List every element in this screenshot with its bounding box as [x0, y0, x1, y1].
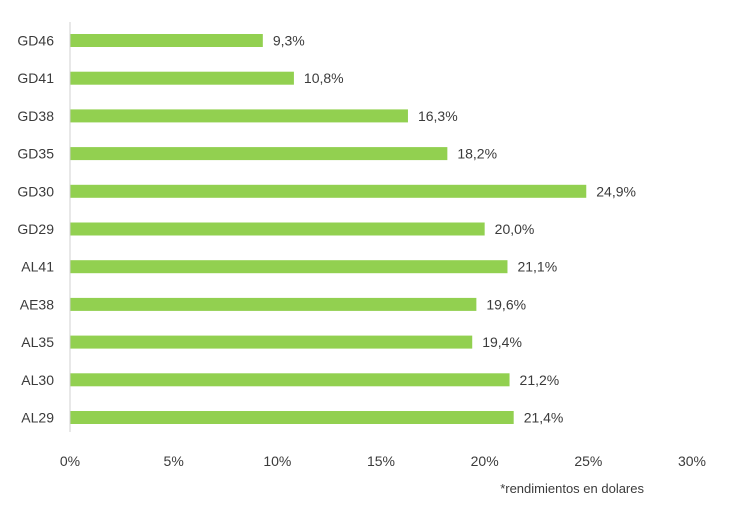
category-label-ae38: AE38	[20, 296, 54, 312]
bar-gd30	[70, 184, 587, 198]
footnote: *rendimientos en dolares	[500, 481, 644, 496]
data-label-gd35: 18,2%	[457, 146, 497, 162]
category-label-gd38: GD38	[17, 108, 54, 124]
x-tick-label-15: 15%	[367, 453, 395, 469]
bar-al41	[70, 260, 508, 274]
category-label-al29: AL29	[21, 410, 54, 426]
bar-gd46	[70, 34, 263, 47]
data-label-al29: 21,4%	[524, 410, 564, 426]
x-tick-label-5: 5%	[164, 453, 184, 469]
bar-ae38	[70, 297, 477, 311]
bar-gd41	[70, 71, 294, 85]
x-tick-label-10: 10%	[263, 453, 291, 469]
category-label-gd29: GD29	[17, 221, 54, 237]
bar-gd29	[70, 222, 485, 236]
data-labels: 9,3% 10,8% 16,3% 18,2% 24,9% 20,0% 21,1% 19,6% 1…	[273, 33, 636, 426]
data-label-gd29: 20,0%	[495, 221, 535, 237]
data-label-al41: 21,1%	[517, 259, 557, 275]
bars-group	[70, 34, 587, 424]
data-label-gd41: 10,8%	[304, 70, 344, 86]
x-tick-label-30: 30%	[678, 453, 706, 469]
category-label-gd46: GD46	[17, 33, 54, 49]
category-label-al35: AL35	[21, 334, 54, 350]
data-label-al35: 19,4%	[482, 334, 522, 350]
bar-al30	[70, 373, 510, 387]
category-label-gd35: GD35	[17, 146, 54, 162]
x-tick-label-25: 25%	[574, 453, 602, 469]
bar-gd35	[70, 147, 448, 161]
data-label-gd30: 24,9%	[596, 183, 636, 199]
bar-gd38	[70, 109, 408, 123]
x-tick-label-0: 0%	[60, 453, 80, 469]
category-label-al30: AL30	[21, 372, 54, 388]
x-tick-label-20: 20%	[471, 453, 499, 469]
category-labels: GD46 GD41 GD38 GD35 GD30 GD29 AL41 AE38 AL35 AL30…	[17, 33, 54, 426]
data-label-gd38: 16,3%	[418, 108, 458, 124]
data-label-gd46: 9,3%	[273, 33, 305, 49]
category-label-gd41: GD41	[17, 70, 54, 86]
bar-al29	[70, 411, 514, 424]
category-label-al41: AL41	[21, 259, 54, 275]
category-label-gd30: GD30	[17, 183, 54, 199]
data-label-ae38: 19,6%	[486, 296, 526, 312]
x-axis-tick-labels: 0% 5% 10% 15% 20% 25% 30%	[60, 453, 706, 469]
bar-al35	[70, 335, 473, 349]
data-label-al30: 21,2%	[520, 372, 560, 388]
